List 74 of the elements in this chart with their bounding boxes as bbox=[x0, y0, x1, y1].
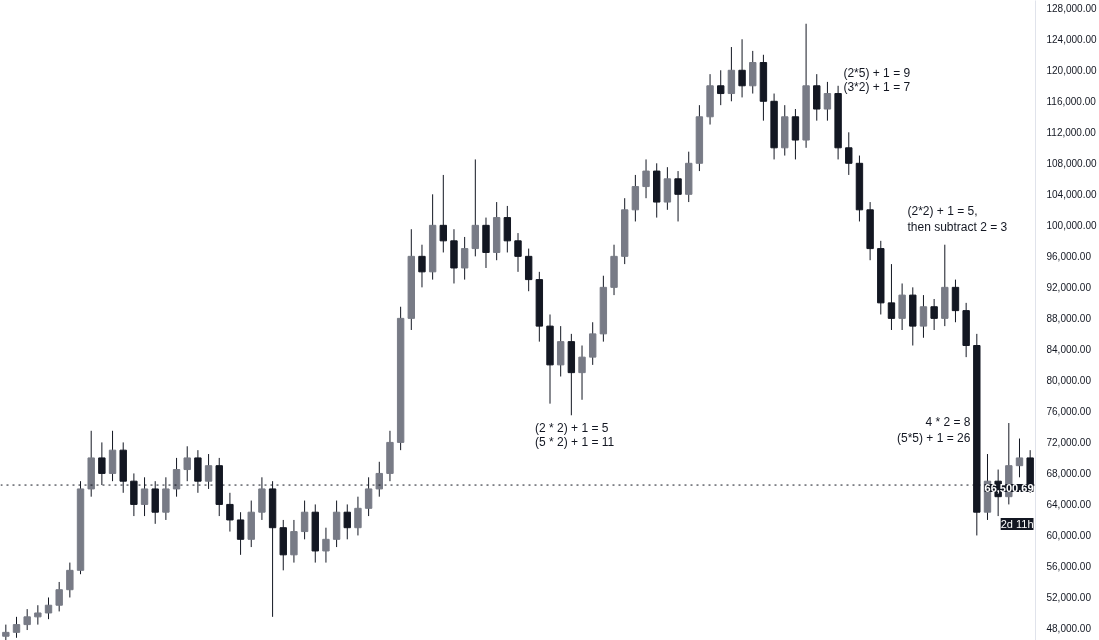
candlestick bbox=[290, 519, 298, 564]
candlestick bbox=[108, 430, 117, 482]
candlestick bbox=[631, 174, 640, 222]
y-tick-label: 100,000.00 bbox=[1046, 220, 1097, 232]
candlestick bbox=[930, 298, 938, 331]
y-tick-label: 108,000.00 bbox=[1046, 158, 1097, 170]
candlestick bbox=[524, 248, 533, 292]
candlestick bbox=[44, 596, 53, 620]
annotation: (2 * 2) + 1 = 5 bbox=[535, 420, 609, 435]
y-tick-label: 60,000.00 bbox=[1046, 530, 1092, 542]
y-tick-label: 116,000.00 bbox=[1046, 96, 1097, 108]
candlestick bbox=[34, 604, 42, 626]
annotation: (5*5) + 1 = 26 bbox=[897, 430, 971, 445]
annotation: 4 * 2 = 8 bbox=[925, 415, 971, 430]
candlestick bbox=[322, 527, 330, 564]
candlestick bbox=[845, 131, 853, 176]
y-tick-label: 48,000.00 bbox=[1046, 623, 1092, 635]
candlestick bbox=[503, 205, 512, 253]
candlestick bbox=[343, 503, 351, 540]
annotation: 2d 11h bbox=[1000, 518, 1034, 531]
candlestick bbox=[556, 325, 565, 378]
candlestick bbox=[471, 158, 480, 257]
candlestick bbox=[919, 294, 928, 339]
y-tick-label: 120,000.00 bbox=[1046, 65, 1097, 77]
candlestick bbox=[578, 345, 586, 401]
annotation: (2*2) + 1 = 5, bbox=[907, 204, 978, 219]
y-tick-label: 56,000.00 bbox=[1046, 561, 1092, 573]
candlestick bbox=[588, 321, 597, 366]
y-tick-label: 112,000.00 bbox=[1046, 127, 1097, 139]
candlestick bbox=[749, 50, 757, 95]
annotation: (2*5) + 1 = 9 bbox=[843, 65, 911, 80]
annotation: (5 * 2) + 1 = 11 bbox=[535, 435, 615, 450]
candlestick bbox=[823, 81, 832, 122]
candlestick bbox=[439, 174, 448, 253]
y-tick-label: 92,000.00 bbox=[1046, 282, 1092, 294]
candlestick bbox=[738, 38, 746, 98]
y-tick-label: 88,000.00 bbox=[1046, 313, 1092, 325]
ref-line-label: 66,500.69 bbox=[984, 482, 1034, 495]
candlestick bbox=[951, 279, 960, 323]
candlestick bbox=[226, 492, 234, 533]
candlestick bbox=[663, 166, 672, 211]
candlestick bbox=[717, 69, 725, 106]
y-tick-label: 64,000.00 bbox=[1046, 499, 1092, 511]
candlestick bbox=[887, 263, 896, 331]
candlestick bbox=[727, 46, 736, 102]
y-tick-label: 72,000.00 bbox=[1046, 437, 1092, 449]
candlestick bbox=[66, 562, 74, 598]
y-tick-label: 76,000.00 bbox=[1046, 406, 1092, 418]
y-tick-label: 80,000.00 bbox=[1046, 375, 1092, 387]
candlestick bbox=[418, 244, 426, 288]
candlestick bbox=[813, 73, 821, 122]
annotation: (3*2) + 1 = 7 bbox=[843, 79, 911, 94]
y-tick-label: 96,000.00 bbox=[1046, 251, 1092, 263]
candlestick bbox=[1015, 438, 1024, 478]
candlestick bbox=[460, 236, 469, 281]
y-tick-label: 128,000.00 bbox=[1046, 3, 1097, 15]
candlestick bbox=[642, 158, 650, 199]
candlestick bbox=[791, 108, 800, 160]
candlestick bbox=[898, 282, 906, 331]
candlestick bbox=[55, 581, 63, 612]
candlestick bbox=[514, 232, 522, 273]
annotation: then subtract 2 = 3 bbox=[907, 219, 1008, 234]
candlestick bbox=[354, 496, 362, 536]
candlestick bbox=[236, 511, 245, 556]
candlestick bbox=[23, 608, 31, 631]
candlestick bbox=[12, 616, 21, 639]
y-tick-label: 84,000.00 bbox=[1046, 344, 1092, 356]
y-tick-label: 68,000.00 bbox=[1046, 468, 1092, 480]
candlestick bbox=[300, 500, 309, 540]
y-tick-label: 104,000.00 bbox=[1046, 189, 1097, 201]
candlestick bbox=[183, 445, 191, 482]
y-tick-label: 52,000.00 bbox=[1046, 592, 1092, 604]
candlestick bbox=[674, 170, 682, 222]
y-tick-label: 124,000.00 bbox=[1046, 34, 1097, 46]
